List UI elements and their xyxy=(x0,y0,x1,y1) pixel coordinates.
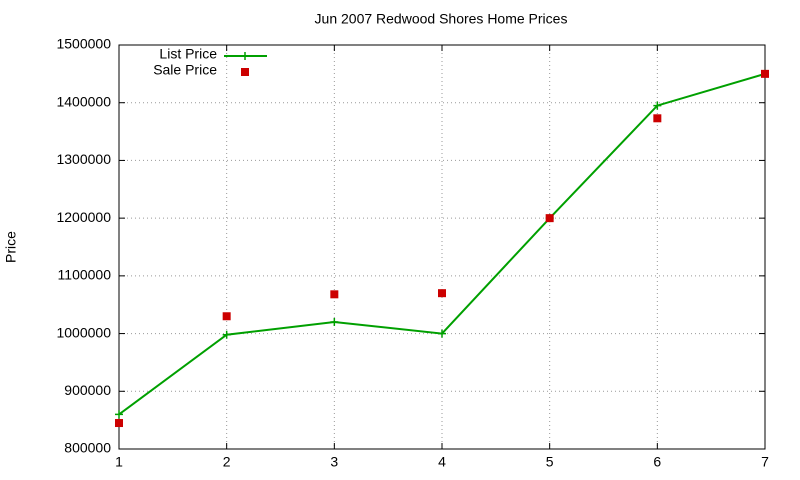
y-axis-label: Price xyxy=(3,231,19,263)
point xyxy=(222,330,231,339)
legend-label: List Price xyxy=(159,46,217,62)
y-tick-label: 1400000 xyxy=(56,93,111,109)
point xyxy=(761,69,769,78)
point xyxy=(438,289,446,298)
x-tick-label: 4 xyxy=(438,454,446,470)
x-tick-label: 2 xyxy=(223,454,231,470)
point xyxy=(115,419,123,428)
point xyxy=(222,312,231,321)
legend-marker xyxy=(241,52,249,60)
y-tick-label: 1000000 xyxy=(56,324,111,340)
x-tick-label: 7 xyxy=(761,454,769,470)
x-tick-label: 3 xyxy=(330,454,338,470)
plot-border xyxy=(118,44,766,450)
x-tick-label: 5 xyxy=(546,454,554,470)
point xyxy=(115,410,123,419)
y-tick-label: 900000 xyxy=(64,382,111,398)
y-tick-label: 1500000 xyxy=(56,36,111,52)
legend-marker xyxy=(241,68,249,76)
point xyxy=(330,290,339,299)
y-tick-label: 800000 xyxy=(64,440,111,456)
point xyxy=(653,114,662,123)
legend-label: Sale Price xyxy=(153,62,217,78)
x-tick-label: 6 xyxy=(653,454,661,470)
point xyxy=(653,101,662,110)
y-tick-label: 1200000 xyxy=(56,209,111,225)
point xyxy=(330,318,339,327)
point xyxy=(438,329,446,338)
y-tick-label: 1100000 xyxy=(58,267,112,283)
x-tick-label: 1 xyxy=(115,454,123,470)
point xyxy=(545,214,554,223)
chart-title: Jun 2007 Redwood Shores Home Prices xyxy=(315,11,568,27)
y-tick-label: 1300000 xyxy=(56,151,111,167)
